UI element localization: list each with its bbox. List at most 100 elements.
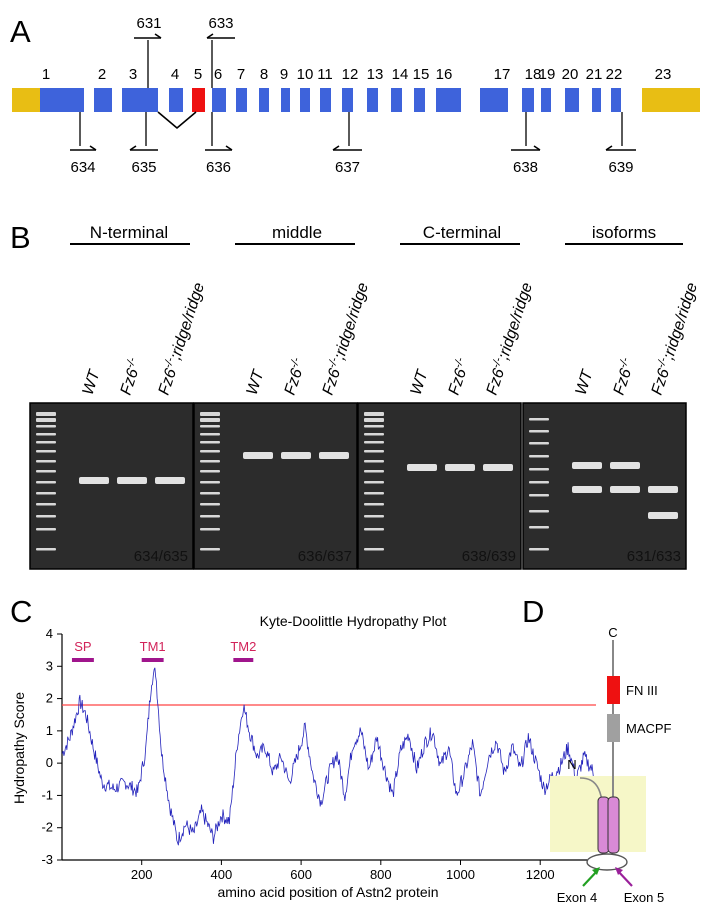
ladder-band xyxy=(200,425,220,428)
region-label-tm2: TM2 xyxy=(230,639,256,654)
hydropathy-chart: -3 -2 -1 0 1 2 3 4 200 400 600 800 1000 1200 SP TM1 TM2 xyxy=(41,626,597,882)
pcr-band xyxy=(117,477,147,484)
ladder-band xyxy=(200,418,220,422)
gel-group-title: N-terminal xyxy=(90,223,168,242)
exon-number-label: 3 xyxy=(129,66,137,83)
pcr-band xyxy=(243,452,273,459)
lane-label: Fz6-/- xyxy=(280,356,310,397)
primer-label: 635 xyxy=(131,159,156,176)
exon5-arrowhead xyxy=(615,867,623,875)
ladder-band xyxy=(200,515,220,518)
pcr-band xyxy=(610,486,640,493)
primer-pair-label: 631/633 xyxy=(627,548,681,565)
ladder-band xyxy=(364,528,384,531)
exon-number-label: 12 xyxy=(342,66,359,83)
exon-3 xyxy=(122,88,158,112)
rt-pcr-gels: N-terminal WT Fz6-/- Fz6-/-;ridge/ridge 634/… xyxy=(29,223,701,570)
exon-number-label: 23 xyxy=(655,66,672,83)
primer-label: 633 xyxy=(208,15,233,32)
primer-label: 636 xyxy=(206,159,231,176)
pcr-band xyxy=(281,452,311,459)
region-label-sp: SP xyxy=(74,639,91,654)
exon-number-label: 20 xyxy=(562,66,579,83)
gel-group-middle: middle WT Fz6-/- Fz6-/-;ridge/ridge 636/637 xyxy=(193,223,372,570)
ladder-band xyxy=(200,441,220,444)
exon-20 xyxy=(565,88,579,112)
ladder-band xyxy=(364,503,384,506)
gel-group-title: middle xyxy=(272,223,322,242)
exon5-label: Exon 5 xyxy=(624,890,664,905)
utr-3prime xyxy=(642,88,700,112)
exon-1 xyxy=(40,88,84,112)
pcr-band xyxy=(155,477,185,484)
pcr-band xyxy=(572,486,602,493)
ladder-band xyxy=(200,548,220,551)
panel-a-label: A xyxy=(10,14,31,49)
ladder-band xyxy=(200,460,220,463)
pcr-band xyxy=(572,462,602,469)
ladder-band xyxy=(364,433,384,436)
exon-16 xyxy=(436,88,461,112)
ladder-band xyxy=(529,468,549,471)
exon-number-label: 4 xyxy=(171,66,179,83)
exon-18 xyxy=(522,88,534,112)
exon-number-label: 18 xyxy=(525,66,542,83)
ladder-band xyxy=(36,528,56,531)
primer-label: 637 xyxy=(335,159,360,176)
gel-group-title: isoforms xyxy=(592,223,656,242)
ladder-band xyxy=(36,548,56,551)
ladder-band xyxy=(200,492,220,495)
panel-d-label: D xyxy=(522,594,544,629)
exon-15 xyxy=(414,88,425,112)
exon-number-label: 14 xyxy=(392,66,409,83)
exon-19 xyxy=(541,88,551,112)
ladder-band xyxy=(36,425,56,428)
ladder-band xyxy=(200,528,220,531)
exon4-arrowhead xyxy=(592,867,600,875)
primer-arrowhead xyxy=(332,145,340,151)
ladder-band xyxy=(364,441,384,444)
ladder-band xyxy=(364,548,384,551)
exon-number-label: 2 xyxy=(98,66,106,83)
lane-label: WT xyxy=(573,367,597,397)
gel-image xyxy=(29,402,194,570)
pcr-band xyxy=(648,486,678,493)
ladder-band xyxy=(364,515,384,518)
ladder-band xyxy=(364,460,384,463)
ladder-band xyxy=(529,430,549,433)
exon-22 xyxy=(611,88,621,112)
y-tick-label: -2 xyxy=(41,820,53,835)
exon-number-label: 19 xyxy=(539,66,556,83)
macpf-domain xyxy=(607,714,620,742)
y-axis-label: Hydropathy Score xyxy=(11,692,27,804)
ladder-band xyxy=(364,425,384,428)
ladder-band xyxy=(364,412,384,416)
ladder-band xyxy=(36,470,56,473)
ladder-band xyxy=(36,418,56,422)
gel-group-isoforms: isoforms WT Fz6-/- Fz6-/-;ridge/ridge 631/63… xyxy=(522,223,701,570)
primer-label: 638 xyxy=(513,159,538,176)
ladder-band xyxy=(529,418,549,421)
panel-c-label: C xyxy=(10,594,32,629)
x-tick-label: 800 xyxy=(370,867,392,882)
exon-number-label: 13 xyxy=(367,66,384,83)
exon-number-label: 6 xyxy=(214,66,222,83)
exon-number-label: 10 xyxy=(297,66,314,83)
gel-image xyxy=(193,402,358,570)
x-tick-label: 1200 xyxy=(526,867,555,882)
pcr-band xyxy=(79,477,109,484)
ladder-band xyxy=(200,412,220,416)
primer-arrowhead xyxy=(206,33,214,39)
ladder-band xyxy=(36,503,56,506)
gel-image xyxy=(357,402,522,570)
ladder-band xyxy=(529,510,549,513)
exon-number-label: 11 xyxy=(317,66,333,83)
primer-pair-label: 634/635 xyxy=(134,548,188,565)
primer-label: 639 xyxy=(608,159,633,176)
exon-number-label: 7 xyxy=(237,66,245,83)
ladder-band xyxy=(529,548,549,551)
ladder-band xyxy=(36,433,56,436)
exon-number-label: 21 xyxy=(586,66,603,83)
y-tick-label: 4 xyxy=(46,626,53,641)
